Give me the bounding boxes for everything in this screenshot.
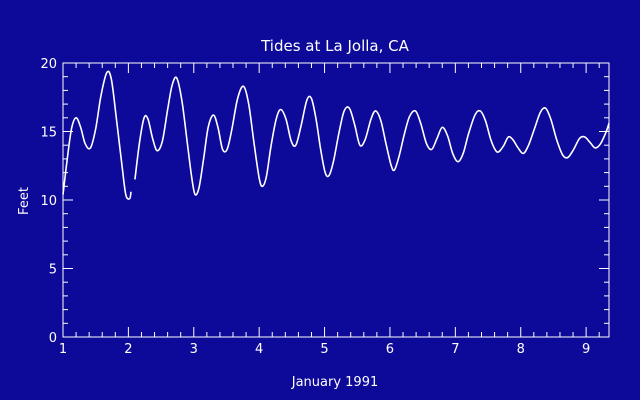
y-axis-label: Feet [17, 187, 32, 215]
x-tick-label: 4 [255, 342, 263, 357]
tide-series-line [62, 70, 132, 200]
tide-series-line [134, 76, 610, 196]
x-tick-label: 1 [59, 342, 67, 357]
y-tick-label: 0 [49, 331, 57, 346]
x-tick-label: 5 [320, 342, 328, 357]
y-tick-label: 5 [49, 263, 57, 278]
tick-labels: 1 2 3 4 5 6 7 8 9 0 5 10 15 20 [40, 57, 590, 357]
x-tick-label: 8 [517, 342, 525, 357]
chart-title: Tides at La Jolla, CA [260, 37, 409, 55]
x-axis-label: January 1991 [291, 375, 379, 390]
axis-ticks [62, 62, 609, 338]
x-tick-label: 3 [190, 342, 198, 357]
x-tick-label: 7 [451, 342, 459, 357]
y-tick-label: 20 [40, 57, 57, 72]
x-tick-label: 6 [386, 342, 394, 357]
y-tick-label: 10 [40, 194, 57, 209]
y-tick-label: 15 [40, 126, 57, 141]
series-layer [62, 70, 610, 200]
x-tick-label: 2 [124, 342, 132, 357]
x-tick-label: 9 [582, 342, 590, 357]
